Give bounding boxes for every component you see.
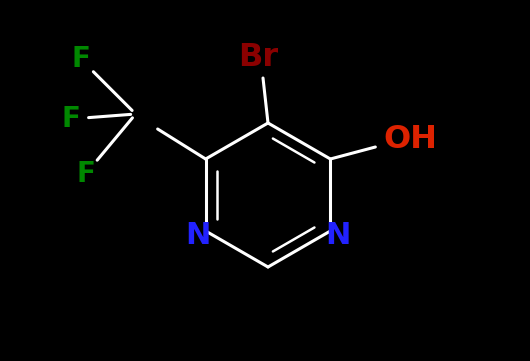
Text: N: N — [325, 222, 351, 251]
Text: N: N — [185, 222, 210, 251]
Text: Br: Br — [238, 43, 278, 74]
Text: F: F — [61, 105, 80, 133]
Text: F: F — [71, 45, 90, 73]
Text: OH: OH — [383, 123, 437, 155]
Text: F: F — [76, 160, 95, 188]
